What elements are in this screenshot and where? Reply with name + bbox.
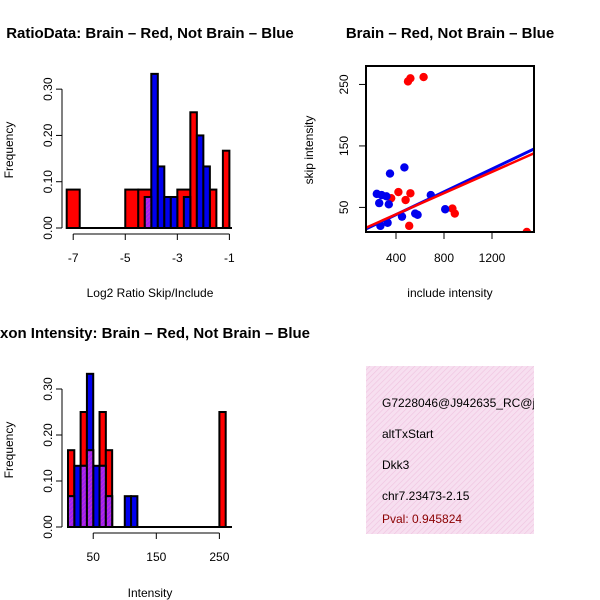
hist2-red-bar-5: [218, 411, 227, 528]
info-gene: Dkk3: [382, 458, 410, 472]
hist2-x-tick-label-2: 250: [209, 550, 229, 564]
ratio-histogram-y-axis: 0.00 0.10 0.20 0.30: [41, 77, 63, 240]
info-event-type: altTxStart: [382, 427, 434, 441]
scatter-blue-point-4: [385, 169, 395, 178]
scatter-fit-lines: [366, 147, 534, 231]
scatter-blue-point-11: [413, 210, 422, 219]
scatter-red-point-9: [450, 209, 459, 218]
scatter-y-tick-label-1: 150: [337, 136, 351, 156]
scatter-red-point-1: [406, 74, 415, 83]
hist2-y-tick-label-3: 0.30: [41, 377, 55, 401]
scatter-xlabel: include intensity: [407, 286, 492, 300]
scatter-y-tick-label-2: 250: [337, 74, 351, 94]
hist1-red-bar-0: [65, 188, 81, 229]
ratio-histogram-ylabel: Frequency: [2, 122, 16, 179]
hist1-y-tick-label-3: 0.30: [41, 77, 55, 101]
hist1-x-tick-label-0: -7: [68, 251, 79, 265]
ratio-histogram-blue-bars: [143, 72, 211, 230]
hist2-y-tick-label-2: 0.20: [41, 423, 55, 447]
hist1-y-tick-label-0: 0.00: [41, 216, 55, 240]
info-panel-background: [366, 366, 534, 534]
scatter-blue-points: [372, 163, 450, 231]
hist2-overlap-bar-4: [104, 495, 114, 528]
scatter-plot-frame: [365, 65, 535, 233]
intensity-histogram-title: Exon Intensity: Brain – Red, Not Brain –…: [0, 325, 310, 342]
scatter-blue-point-13: [441, 205, 450, 214]
scatter-x-tick-label-1: 800: [434, 251, 454, 265]
hist1-overlap-bar-0: [143, 195, 153, 229]
scatter-red-point-2: [419, 72, 428, 82]
scatter-red-point-10: [522, 227, 531, 232]
scatter-red-points: [387, 72, 531, 232]
hist1-red-bar-1: [124, 188, 140, 229]
hist1-blue-bar-7: [202, 165, 211, 230]
scatter-x-axis: 400 800 1200: [386, 232, 506, 265]
hist2-x-tick-label-1: 150: [146, 550, 166, 564]
scatter-red-point-6: [406, 189, 415, 198]
scatter-y-axis: 50 150 250: [337, 74, 366, 214]
ratio-histogram-x-axis: -7 -5 -3 -1: [68, 233, 235, 265]
scatter-x-tick-label-0: 400: [386, 251, 406, 265]
scatter-red-point-7: [405, 221, 414, 231]
scatter-red-point-4: [394, 187, 403, 197]
intensity-histogram-xlabel: Intensity: [128, 586, 173, 600]
hist1-blue-bar-5: [182, 195, 192, 229]
scatter-blue-point-2: [382, 192, 391, 201]
scatter-red-fit-line: [366, 152, 534, 229]
hist1-y-tick-label-1: 0.10: [41, 170, 55, 194]
scatter-red-point-5: [401, 195, 410, 205]
scatter-blue-point-3: [375, 198, 384, 208]
info-location: chr7.23473-2.15: [382, 489, 470, 503]
ratio-histogram-title: RatioData: Brain – Red, Not Brain – Blue: [6, 25, 294, 42]
hist2-blue-bar-8: [130, 495, 139, 528]
intensity-histogram-y-axis: 0.00 0.10 0.20 0.30: [41, 377, 63, 539]
hist2-y-tick-label-0: 0.00: [41, 515, 55, 539]
intensity-histogram-x-axis: 50 150 250: [87, 532, 230, 564]
hist2-overlap-bar-0: [67, 495, 76, 528]
intensity-scatter: Brain – Red, Not Brain – Blue 400 800 1200…: [302, 25, 554, 300]
ratio-histogram-overlap-bars: [143, 195, 153, 229]
scatter-blue-point-5: [400, 163, 409, 172]
hist2-x-tick-label-0: 50: [87, 550, 101, 564]
scatter-x-tick-label-2: 1200: [479, 251, 506, 265]
hist1-red-bar-6: [221, 149, 231, 229]
intensity-histogram: Exon Intensity: Brain – Red, Not Brain –…: [0, 325, 310, 600]
hist2-y-tick-label-1: 0.10: [41, 469, 55, 493]
hist1-x-tick-label-3: -1: [224, 251, 235, 265]
ratio-histogram-xlabel: Log2 Ratio Skip/Include: [87, 286, 214, 300]
scatter-y-tick-label-0: 50: [337, 200, 351, 214]
ratio-histogram: RatioData: Brain – Red, Not Brain – Blue…: [2, 25, 294, 300]
info-pval: Pval: 0.945824: [382, 512, 462, 526]
hist1-blue-bar-4: [169, 195, 179, 229]
hist1-x-tick-label-1: -5: [120, 251, 131, 265]
scatter-title: Brain – Red, Not Brain – Blue: [346, 25, 554, 42]
info-panel: G7228046@J942635_RC@j_at altTxStart Dkk3…: [366, 366, 552, 534]
scatter-blue-point-7: [397, 212, 407, 221]
scatter-blue-point-6: [384, 200, 393, 209]
scatter-ylabel: skip intensity: [302, 116, 316, 185]
info-panel-clip: G7228046@J942635_RC@j_at altTxStart Dkk3…: [382, 396, 552, 526]
hist2-overlap-bar-2: [85, 449, 95, 528]
hist1-x-tick-label-2: -3: [172, 251, 183, 265]
info-probe-id: G7228046@J942635_RC@j_at: [382, 396, 552, 410]
hist1-y-tick-label-2: 0.20: [41, 123, 55, 147]
intensity-histogram-ylabel: Frequency: [2, 422, 16, 479]
